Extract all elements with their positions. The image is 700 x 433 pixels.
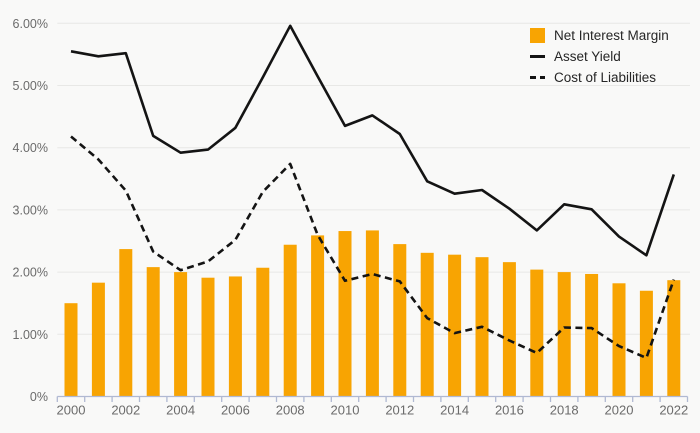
x-axis-label: 2006 (221, 403, 250, 418)
cost-of-liabilities-line-swatch-icon (530, 76, 545, 79)
x-axis-label: 2002 (111, 403, 140, 418)
bar-2011 (365, 230, 379, 397)
x-axis-label: 2022 (659, 403, 688, 418)
legend-label-cost-of-liabilities: Cost of Liabilities (554, 70, 657, 85)
bar-2020 (612, 283, 626, 397)
y-axis-label: 4.00% (13, 141, 48, 155)
bar-2003 (146, 267, 160, 397)
legend-label-asset-yield: Asset Yield (554, 49, 621, 64)
x-axis-label: 2004 (166, 403, 195, 418)
bar-2002 (119, 249, 133, 397)
bar-2006 (228, 276, 242, 397)
y-axis-label: 0% (30, 390, 48, 404)
x-axis-label: 2018 (550, 403, 579, 418)
x-axis-label: 2010 (331, 403, 360, 418)
asset-yield-line (70, 24, 676, 257)
bar-2016 (502, 262, 516, 397)
bar-2014 (448, 254, 462, 397)
x-axis-label: 2016 (495, 403, 524, 418)
y-axis-label: 1.00% (13, 328, 48, 342)
bar-2007 (256, 267, 270, 397)
legend-item-asset-yield[interactable]: Asset Yield (530, 46, 669, 67)
legend-item-cost-of-liabilities[interactable]: Cost of Liabilities (530, 67, 669, 88)
bar-2004 (174, 272, 188, 397)
y-axis-label: 3.00% (13, 203, 48, 217)
bar-2013 (420, 252, 434, 397)
x-axis-label: 2020 (605, 403, 634, 418)
bar-2001 (91, 282, 105, 397)
bar-2000 (64, 303, 78, 397)
bar-2022 (667, 280, 681, 397)
net-interest-margin-swatch-icon (530, 28, 545, 43)
x-axis-label: 2000 (57, 403, 86, 418)
bar-2010 (338, 231, 352, 397)
y-axis-label: 6.00% (13, 17, 48, 31)
legend-item-net-interest-margin[interactable]: Net Interest Margin (530, 25, 669, 46)
chart-legend: Net Interest Margin Asset Yield Cost of … (530, 25, 669, 88)
bar-2017 (530, 269, 544, 397)
cost-of-liabilities-line (70, 135, 676, 360)
bar-2005 (201, 277, 215, 397)
bar-2012 (393, 244, 407, 397)
x-axis-label: 2008 (276, 403, 305, 418)
x-axis-label: 2012 (385, 403, 414, 418)
legend-label-net-interest-margin: Net Interest Margin (554, 28, 669, 43)
bar-2018 (557, 272, 571, 397)
x-axis-label: 2014 (440, 403, 469, 418)
bar-2009 (311, 235, 325, 397)
y-axis-label: 2.00% (13, 266, 48, 280)
y-axis-label: 5.00% (13, 79, 48, 93)
bar-2021 (639, 290, 653, 397)
asset-yield-line-swatch-icon (530, 55, 545, 58)
bar-2019 (585, 273, 599, 397)
bar-2008 (283, 244, 297, 397)
